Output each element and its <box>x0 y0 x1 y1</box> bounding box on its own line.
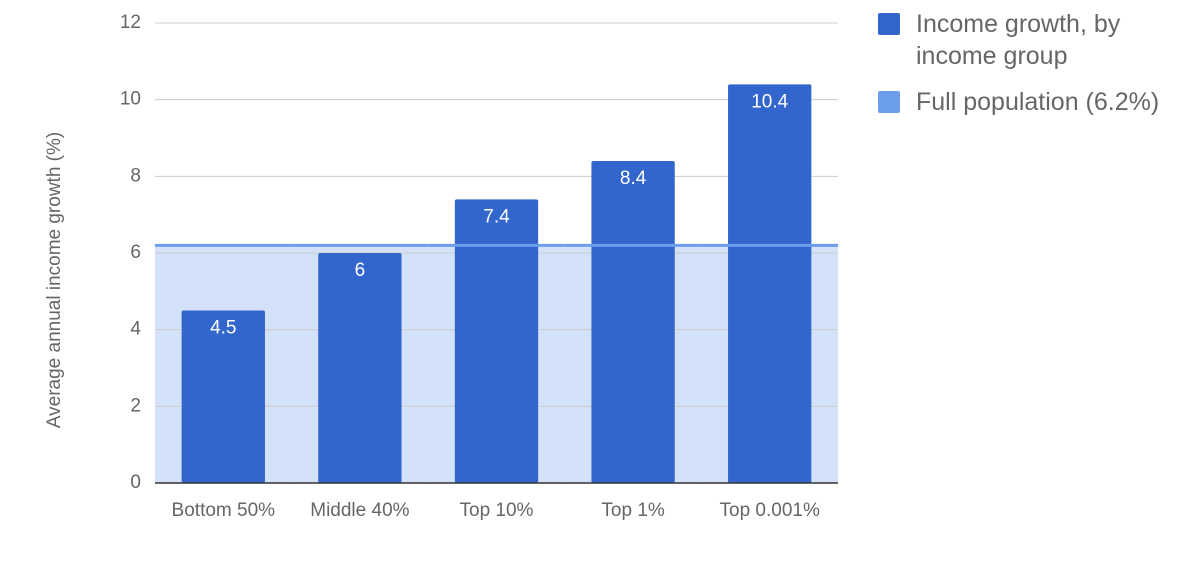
legend-swatch <box>878 13 900 35</box>
value-label: 7.4 <box>483 206 510 227</box>
y-tick-label: 10 <box>120 89 141 110</box>
y-tick-label: 6 <box>130 242 141 263</box>
bar <box>454 199 539 484</box>
legend-swatch <box>878 91 900 113</box>
legend-item: Income growth, by income group <box>878 8 1178 72</box>
bar <box>318 253 402 483</box>
bar <box>181 310 265 483</box>
bar <box>728 84 812 483</box>
y-tick-label: 12 <box>120 12 141 33</box>
legend-label: Income growth, by income group <box>916 10 1121 70</box>
y-tick-label: 8 <box>130 165 141 186</box>
bar <box>591 161 675 483</box>
value-label: 6 <box>355 260 366 281</box>
value-label: 4.5 <box>210 318 236 339</box>
x-tick-label: Top 1% <box>601 500 664 521</box>
y-tick-label: 0 <box>130 472 141 493</box>
y-tick-label: 4 <box>130 319 141 340</box>
value-label: 10.4 <box>751 91 788 112</box>
legend: Income growth, by income group Full popul… <box>878 8 1178 132</box>
legend-item: Full population (6.2%) <box>878 86 1178 118</box>
top-layer: 0 2 4 6 8 10 12 4.5 6 7.4 8.4 10.4 Bottom 50% Middle … <box>120 12 838 521</box>
x-tick-label: Bottom 50% <box>172 500 276 521</box>
y-axis-label: Average annual income growth (%) <box>44 132 65 428</box>
x-tick-label: Top 0.001% <box>720 500 820 521</box>
value-label: 8.4 <box>620 168 647 189</box>
x-tick-label: Middle 40% <box>310 500 409 521</box>
y-tick-label: 2 <box>130 395 141 416</box>
x-tick-label: Top 10% <box>460 500 534 521</box>
chart: Average annual income growth (%) 0 2 4 6 8 10… <box>44 12 838 521</box>
bar-layer <box>181 84 812 484</box>
legend-label: Full population (6.2%) <box>916 88 1160 116</box>
